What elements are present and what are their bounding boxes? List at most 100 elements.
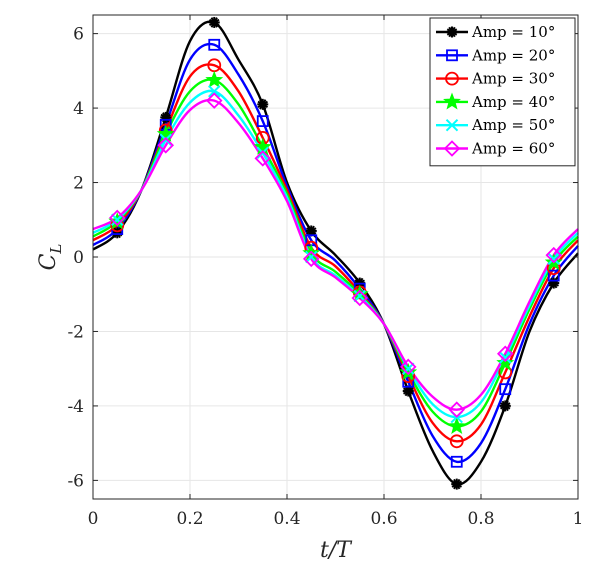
series-6-marker [254,150,272,167]
series-2-marker-shape [208,38,221,51]
legend-label: Amp = 50° [471,116,555,134]
series-5-marker [159,133,172,146]
series-6-marker [545,246,563,264]
series-5-marker-stroke [208,85,221,98]
legend-entry: Amp = 30° [436,70,555,88]
series-1-marker [305,225,317,237]
series-4-marker [447,416,466,435]
series-6-marker [496,345,514,363]
series-1-marker [208,16,220,28]
y-tick-label: 2 [73,174,84,194]
x-tick-label: 1 [573,509,584,529]
series-5-marker-stroke [111,213,124,226]
series-2-marker [547,269,560,282]
series-5-marker [499,351,512,364]
series-5-marker-stroke [402,362,415,375]
legend-label: Amp = 20° [471,46,555,64]
series-5-marker [547,252,560,266]
series-2-marker-shape [499,383,512,396]
series-1-marker-stroke [257,100,269,108]
series-6-marker [302,250,320,268]
y-axis-label-text: CL [36,244,65,271]
series-1-marker-stroke [499,402,511,410]
x-tick-label: 0.8 [467,509,494,529]
series-4-marker [205,70,224,88]
series-2-marker-shape [402,375,415,388]
legend-entry: Amp = 50° [436,116,555,134]
legend-marker-stroke [446,28,458,36]
series-4-marker-shape [496,353,515,371]
x-tick-labels: 0 0.2 0.4 0.6 0.8 1 [88,509,584,529]
x-tick-label: 0 [88,509,99,529]
legend-marker [443,140,461,157]
series-6-marker-shape [108,209,126,227]
legend-label: Amp = 30° [471,70,555,88]
series-5-marker-stroke [305,250,318,264]
series-2-marker [450,455,463,468]
legend-entry: Amp = 20° [436,46,555,64]
series-6-marker-shape [351,289,369,307]
legend-label: Amp = 60° [471,140,555,158]
legend-marker-shape [443,140,461,157]
series-2-marker-shape [547,269,560,282]
y-axis-label-subscript: L [47,244,65,255]
series-2-marker-shape [450,455,463,468]
series-1-marker [402,385,414,397]
series-5-marker [353,289,366,303]
legend-marker-shape [443,92,461,110]
series-6-marker [205,92,223,109]
series-3-marker-shape [449,434,464,449]
series-6-marker [448,401,466,418]
y-tick-labels: -6 -4 -2 0 2 4 6 [67,25,84,492]
series-5-marker [256,146,269,159]
series-1-marker-stroke [402,387,414,395]
legend-marker [446,26,458,38]
x-tick-label: 0.4 [273,509,300,529]
y-tick-label: 4 [73,99,84,119]
series-2-marker [256,115,269,128]
series-2-marker [402,375,415,388]
legend-label: Amp = 40° [471,93,555,111]
series-4-marker-shape [447,416,466,435]
series-1-marker-stroke [451,480,463,488]
series-line-1 [92,20,579,486]
series-1-marker [257,98,269,110]
legend-marker [445,71,459,86]
series-line-2 [92,42,579,464]
legend-marker-shape [445,71,459,86]
series-4-marker [399,363,418,381]
series-4-marker [496,353,515,371]
series-5-marker [208,85,221,98]
series-3-marker [449,434,464,449]
x-axis-label: t/T [320,538,353,563]
series-5-marker-stroke [353,289,366,303]
series-6-marker-shape [545,246,563,264]
series-6-marker [108,209,126,227]
series-1-marker-stroke [208,18,220,27]
series-6-marker-shape [448,401,466,418]
series-5-marker [305,250,318,264]
series-1-marker [451,478,463,490]
y-tick-label: -4 [67,397,84,417]
legend-marker-shape [446,49,458,62]
legend-marker [443,92,461,110]
series-4-marker-shape [205,70,224,88]
series-1-marker [499,400,511,412]
series-2-marker [499,383,512,396]
legend-box [429,17,576,167]
series-4-marker-shape [399,363,418,381]
legend-entry: Amp = 10° [436,23,555,41]
legend-entry: Amp = 60° [436,140,555,158]
y-tick-label: 6 [73,25,84,45]
series-6-marker [157,137,175,154]
series-6-marker-shape [399,358,417,376]
series-6-marker-shape [254,150,272,167]
series-6-marker-shape [205,92,223,109]
series-6-marker [399,358,417,376]
series-6-marker-shape [157,137,175,154]
series-6-marker-shape [302,250,320,268]
series-5-marker-stroke [159,133,172,146]
series-6-marker-shape [496,345,514,363]
y-tick-label: -2 [67,322,84,342]
